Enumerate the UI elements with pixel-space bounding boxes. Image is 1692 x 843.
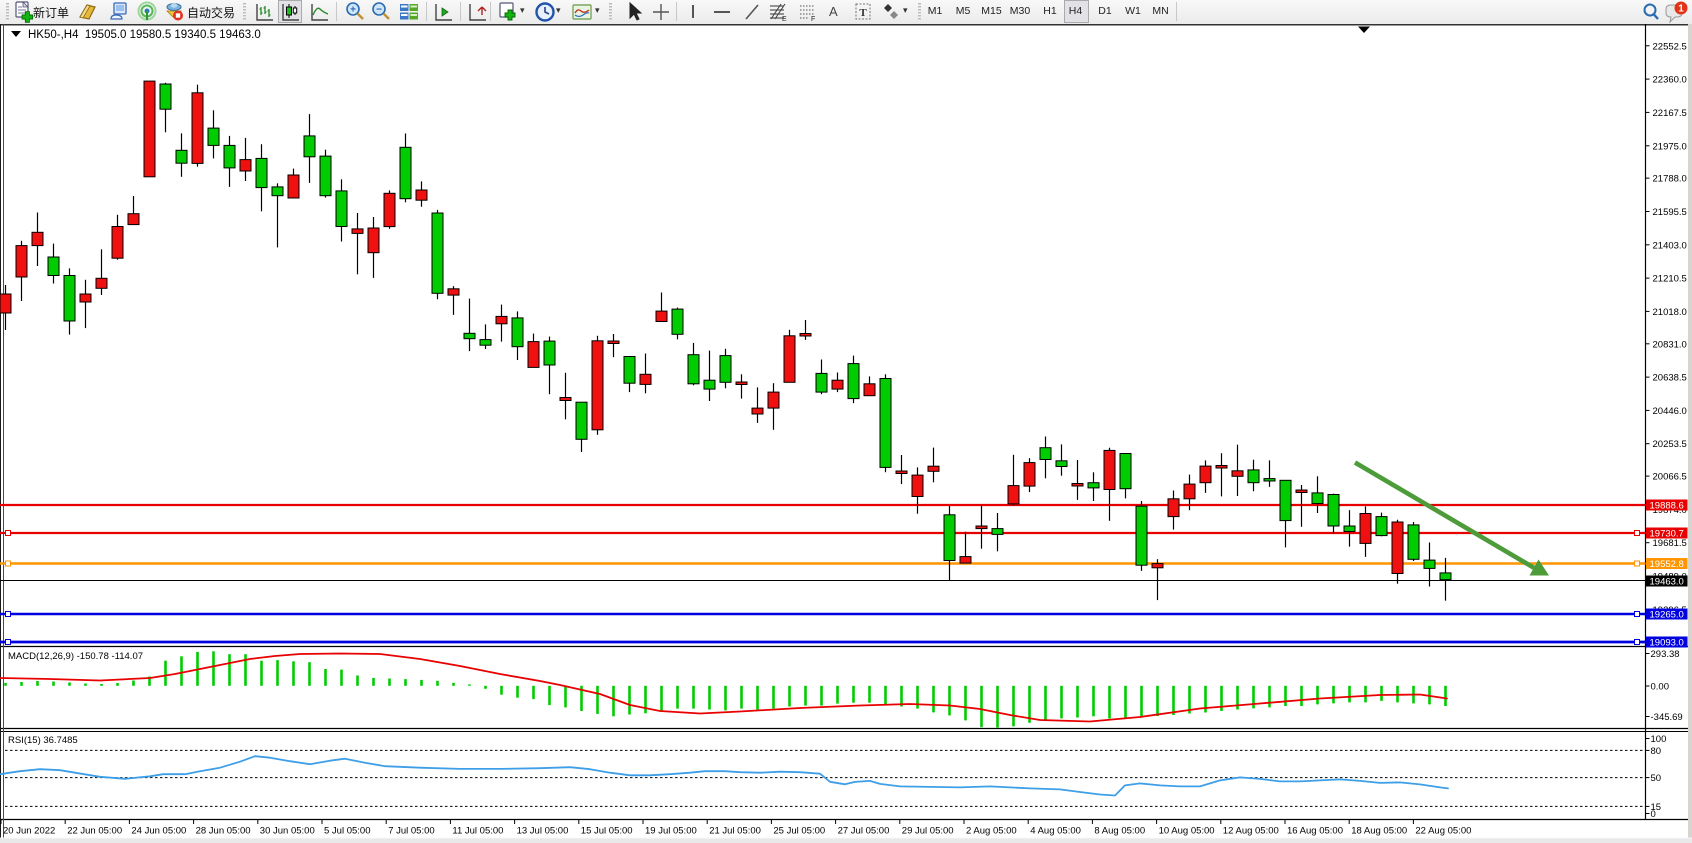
svg-text:2 Aug 05:00: 2 Aug 05:00 xyxy=(966,826,1017,837)
svg-text:22552.5: 22552.5 xyxy=(1653,41,1687,52)
svg-text:24 Jun 05:00: 24 Jun 05:00 xyxy=(131,826,186,837)
svg-text:18 Aug 05:00: 18 Aug 05:00 xyxy=(1351,826,1407,837)
svg-text:10 Aug 05:00: 10 Aug 05:00 xyxy=(1159,826,1215,837)
svg-text:RSI(15) 36.7485: RSI(15) 36.7485 xyxy=(8,735,78,746)
svg-text:-345.69: -345.69 xyxy=(1651,712,1683,723)
svg-text:19463.0: 19463.0 xyxy=(1650,577,1684,588)
svg-text:8 Aug 05:00: 8 Aug 05:00 xyxy=(1094,826,1145,837)
svg-text:21 Jul 05:00: 21 Jul 05:00 xyxy=(709,826,761,837)
svg-text:13 Jul 05:00: 13 Jul 05:00 xyxy=(517,826,569,837)
svg-text:100: 100 xyxy=(1651,734,1667,745)
svg-text:50: 50 xyxy=(1651,773,1662,784)
svg-text:+: + xyxy=(350,5,356,16)
svg-text:29 Jul 05:00: 29 Jul 05:00 xyxy=(902,826,954,837)
svg-text:15 Jul 05:00: 15 Jul 05:00 xyxy=(581,826,633,837)
svg-text:19265.0: 19265.0 xyxy=(1650,610,1684,621)
svg-text:1: 1 xyxy=(1678,4,1684,15)
svg-text:0: 0 xyxy=(1651,809,1656,820)
svg-text:28 Jun 05:00: 28 Jun 05:00 xyxy=(196,826,251,837)
svg-text:0.00: 0.00 xyxy=(1651,682,1670,693)
svg-text:MACD(12,26,9) -150.78 -114.07: MACD(12,26,9) -150.78 -114.07 xyxy=(8,651,143,662)
svg-text:21018.0: 21018.0 xyxy=(1653,307,1687,318)
svg-text:25 Jul 05:00: 25 Jul 05:00 xyxy=(773,826,825,837)
svg-text:30 Jun 05:00: 30 Jun 05:00 xyxy=(260,826,315,837)
svg-text:22167.5: 22167.5 xyxy=(1653,108,1687,119)
svg-text:80: 80 xyxy=(1651,746,1662,757)
svg-text:5 Jul 05:00: 5 Jul 05:00 xyxy=(324,826,370,837)
svg-text:20638.5: 20638.5 xyxy=(1653,373,1687,384)
svg-text:19888.6: 19888.6 xyxy=(1650,501,1684,512)
svg-text:19681.5: 19681.5 xyxy=(1653,538,1687,549)
svg-text:T: T xyxy=(859,7,867,19)
svg-text:20066.5: 20066.5 xyxy=(1653,472,1687,483)
svg-text:22360.0: 22360.0 xyxy=(1653,75,1687,86)
svg-text:15: 15 xyxy=(1651,802,1662,813)
svg-text:20831.0: 20831.0 xyxy=(1653,339,1687,350)
svg-text:21788.0: 21788.0 xyxy=(1653,174,1687,185)
svg-text:20 Jun 2022: 20 Jun 2022 xyxy=(3,826,55,837)
svg-text:21595.5: 21595.5 xyxy=(1653,207,1687,218)
svg-text:19552.8: 19552.8 xyxy=(1650,559,1684,570)
svg-text:20253.5: 20253.5 xyxy=(1653,439,1687,450)
svg-text:27 Jul 05:00: 27 Jul 05:00 xyxy=(838,826,890,837)
svg-text:22 Jun 05:00: 22 Jun 05:00 xyxy=(67,826,122,837)
svg-text:F: F xyxy=(811,16,815,23)
svg-text:16 Aug 05:00: 16 Aug 05:00 xyxy=(1287,826,1343,837)
svg-text:20446.0: 20446.0 xyxy=(1653,406,1687,417)
svg-text:19 Jul 05:00: 19 Jul 05:00 xyxy=(645,826,697,837)
svg-text:E: E xyxy=(782,16,787,23)
svg-text:11 Jul 05:00: 11 Jul 05:00 xyxy=(452,826,503,837)
svg-text:12 Aug 05:00: 12 Aug 05:00 xyxy=(1223,826,1279,837)
svg-text:−: − xyxy=(376,5,382,16)
svg-text:7 Jul 05:00: 7 Jul 05:00 xyxy=(388,826,434,837)
svg-text:HK50-,H4 19505.0 19580.5 1934: HK50-,H4 19505.0 19580.5 19340.5 19463.0 xyxy=(28,29,261,41)
svg-text:21975.0: 21975.0 xyxy=(1653,141,1687,152)
svg-text:21403.0: 21403.0 xyxy=(1653,240,1687,251)
svg-text:19730.7: 19730.7 xyxy=(1650,529,1684,540)
svg-text:19093.0: 19093.0 xyxy=(1650,638,1684,649)
svg-text:22 Aug 05:00: 22 Aug 05:00 xyxy=(1415,826,1471,837)
svg-text:293.38: 293.38 xyxy=(1651,649,1680,660)
svg-text:21210.5: 21210.5 xyxy=(1653,274,1687,285)
svg-text:4 Aug 05:00: 4 Aug 05:00 xyxy=(1030,826,1081,837)
